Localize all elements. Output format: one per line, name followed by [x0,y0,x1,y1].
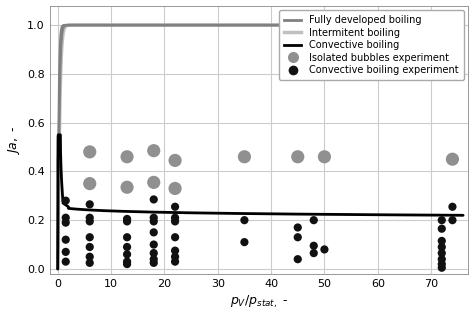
Point [171,158,179,163]
Point [150,251,157,256]
Point [438,226,446,231]
Point [86,260,93,265]
Point [62,198,70,203]
Point [150,148,157,153]
Point [86,235,93,240]
Point [62,215,70,220]
Point [150,260,157,265]
Point [320,154,328,159]
Point [171,259,179,264]
Point [449,157,456,162]
Point [150,215,157,220]
Point [171,204,179,209]
Point [150,242,157,247]
Point [123,219,131,224]
Point [438,245,446,250]
Legend: Fully developed boiling, Intermitent boiling, Convective boiling, Isolated bubbl: Fully developed boiling, Intermitent boi… [279,10,464,80]
Point [241,240,248,245]
Point [86,254,93,259]
X-axis label: $p_V/p_{stat,}$ -: $p_V/p_{stat,}$ - [230,294,288,310]
Point [123,245,131,250]
Point [438,257,446,262]
Point [123,185,131,190]
Point [320,247,328,252]
Point [123,259,131,264]
Point [449,204,456,209]
Point [123,252,131,257]
Point [86,219,93,224]
Point [150,180,157,185]
Point [150,230,157,235]
Point [171,219,179,224]
Point [310,243,318,248]
Point [62,220,70,225]
Point [241,218,248,223]
Point [438,265,446,270]
Point [438,262,446,267]
Point [62,249,70,254]
Y-axis label: $Ja,$ -: $Ja,$ - [6,125,21,155]
Point [123,154,131,159]
Point [86,245,93,250]
Point [294,257,301,262]
Point [86,215,93,220]
Point [294,225,301,230]
Point [241,154,248,159]
Point [86,181,93,186]
Point [294,235,301,240]
Point [171,235,179,240]
Point [438,218,446,223]
Point [62,259,70,264]
Point [171,215,179,220]
Point [123,216,131,222]
Point [150,257,157,262]
Point [171,186,179,191]
Point [171,254,179,259]
Point [123,262,131,267]
Point [310,218,318,223]
Point [438,238,446,243]
Point [150,197,157,202]
Point [310,251,318,256]
Point [86,149,93,155]
Point [449,218,456,223]
Point [62,237,70,242]
Point [438,251,446,256]
Point [294,154,301,159]
Point [86,202,93,207]
Point [171,248,179,253]
Point [123,235,131,240]
Point [150,219,157,224]
